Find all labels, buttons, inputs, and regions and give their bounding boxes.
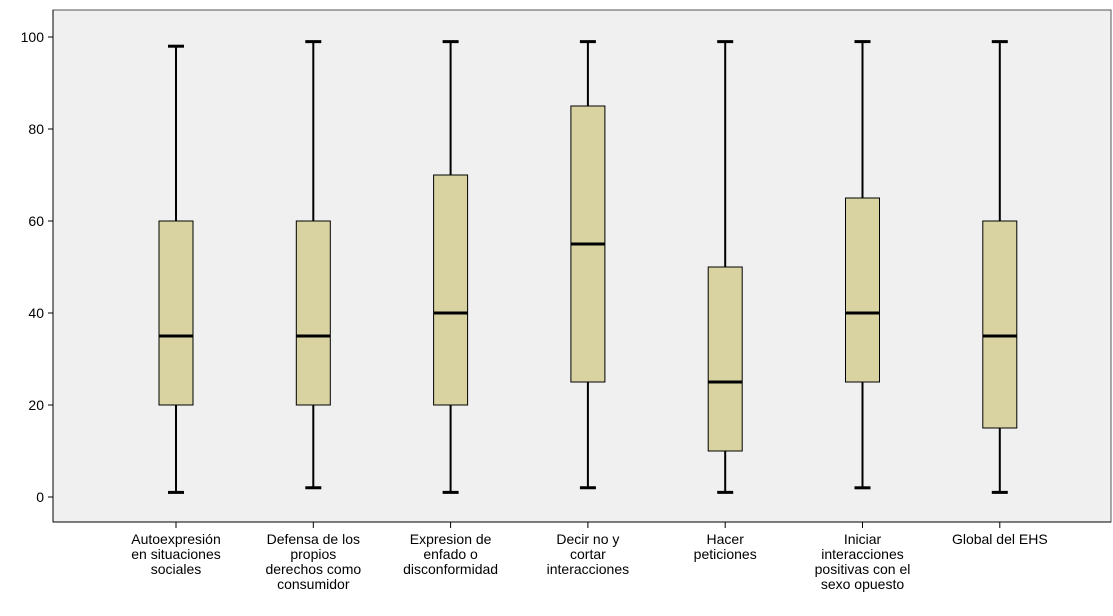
box-7 bbox=[982, 40, 1018, 494]
box-2 bbox=[295, 40, 331, 490]
interquartile-box bbox=[158, 220, 194, 406]
x-tick-label-line: Autoexpresión bbox=[131, 531, 221, 547]
x-tick-label: Hacer peticiones bbox=[694, 531, 757, 562]
box-5 bbox=[707, 40, 743, 494]
x-tick-label-line: en situaciones bbox=[131, 546, 221, 562]
box-6 bbox=[845, 40, 880, 490]
x-tick-label: Defensa de los propios derechos como consum… bbox=[265, 531, 361, 592]
x-tick-label-line: sexo opuesto bbox=[821, 576, 904, 592]
x-tick-label-line: Expresion de bbox=[410, 531, 492, 547]
interquartile-box bbox=[982, 220, 1018, 429]
x-tick-label-line: derechos como bbox=[265, 561, 361, 577]
interquartile-box bbox=[707, 266, 743, 452]
y-tick-label: 100 bbox=[21, 29, 45, 45]
y-tick-label: 20 bbox=[28, 397, 44, 413]
x-tick-label-line: interacciones bbox=[547, 561, 630, 577]
y-tick-label: 60 bbox=[28, 213, 44, 229]
x-tick-label-line: enfado o bbox=[423, 546, 478, 562]
y-tick-label: 40 bbox=[28, 305, 44, 321]
x-tick-label-line: Defensa de los bbox=[267, 531, 360, 547]
y-tick-label: 80 bbox=[28, 121, 44, 137]
x-tick-label-line: cortar bbox=[570, 546, 606, 562]
x-tick-label-line: propios bbox=[290, 546, 336, 562]
x-tick-label-line: positivas con el bbox=[815, 561, 911, 577]
x-tick-label: Decir no y cortar interacciones bbox=[547, 531, 630, 577]
x-tick-label-line: Decir no y bbox=[556, 531, 619, 547]
interquartile-box bbox=[433, 174, 469, 406]
interquartile-box bbox=[845, 197, 880, 383]
boxes bbox=[158, 40, 1018, 494]
x-tick-label-line: Iniciar bbox=[844, 531, 882, 547]
box-3 bbox=[433, 40, 469, 494]
x-tick-label-line: disconformidad bbox=[403, 561, 498, 577]
x-tick-label-line: sociales bbox=[151, 561, 202, 577]
x-tick-label: Global del EHS bbox=[952, 531, 1048, 547]
interquartile-box bbox=[295, 220, 331, 406]
x-tick-label: Iniciar interacciones positivas con el sexo… bbox=[815, 531, 911, 592]
x-tick-label: Autoexpresión en situaciones sociales bbox=[131, 531, 221, 577]
x-tick-label-line: Hacer bbox=[707, 531, 745, 547]
box-4 bbox=[570, 40, 606, 490]
y-axis-ticks: 0 20 40 60 80 100 bbox=[21, 29, 53, 505]
x-tick-label: Expresion de enfado o disconformidad bbox=[403, 531, 498, 577]
y-tick-label: 0 bbox=[36, 489, 44, 505]
x-tick-label-line: interacciones bbox=[821, 546, 904, 562]
box-1 bbox=[158, 44, 194, 494]
x-tick-label-line: Global del EHS bbox=[952, 531, 1048, 547]
x-tick-label-line: peticiones bbox=[694, 546, 757, 562]
x-axis-labels: Autoexpresión en situaciones sociales Defen… bbox=[131, 522, 1048, 592]
x-tick-label-line: consumidor bbox=[277, 576, 350, 592]
